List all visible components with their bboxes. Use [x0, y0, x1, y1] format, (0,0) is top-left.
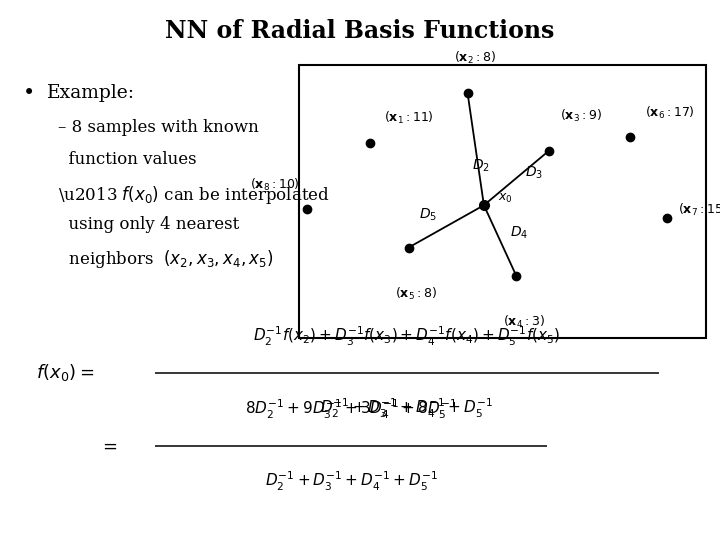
Text: $(\mathbf{x}_3{:}9)$: $(\mathbf{x}_3{:}9)$: [559, 107, 602, 124]
Text: $x_0$: $x_0$: [498, 192, 513, 205]
Text: $D_2$: $D_2$: [472, 158, 490, 174]
Text: $(\mathbf{x}_8{:}10)$: $(\mathbf{x}_8{:}10)$: [250, 177, 300, 193]
Text: $(\mathbf{x}_1{:}11)$: $(\mathbf{x}_1{:}11)$: [384, 110, 434, 126]
Text: – 8 samples with known: – 8 samples with known: [58, 119, 258, 136]
Text: using only 4 nearest: using only 4 nearest: [58, 216, 239, 233]
Text: $D_5$: $D_5$: [419, 207, 437, 223]
Text: neighbors  $(x_2, x_3, x_4, x_5)$: neighbors $(x_2, x_3, x_4, x_5)$: [58, 248, 273, 271]
Text: NN of Radial Basis Functions: NN of Radial Basis Functions: [166, 19, 554, 43]
Text: $(\mathbf{x}_7{:}15)$: $(\mathbf{x}_7{:}15)$: [678, 201, 720, 218]
Text: $(\mathbf{x}_4{:}3)$: $(\mathbf{x}_4{:}3)$: [503, 314, 544, 330]
Text: $D_4$: $D_4$: [510, 224, 528, 241]
Text: $(\mathbf{x}_5{:}8)$: $(\mathbf{x}_5{:}8)$: [395, 286, 437, 301]
Text: function values: function values: [58, 151, 197, 168]
Text: $D_3$: $D_3$: [525, 164, 543, 181]
Text: $D_2^{-1}+D_3^{-1}+D_4^{-1}+D_5^{-1}$: $D_2^{-1}+D_3^{-1}+D_4^{-1}+D_5^{-1}$: [320, 397, 493, 420]
Bar: [299, 65, 706, 338]
Text: $D_2^{-1}f(x_2)+D_3^{-1}f(x_3)+D_4^{-1}f(x_4)+D_5^{-1}f(x_5)$: $D_2^{-1}f(x_2)+D_3^{-1}f(x_3)+D_4^{-1}f…: [253, 325, 560, 348]
Text: $D_2^{-1}+D_3^{-1}+D_4^{-1}+D_5^{-1}$: $D_2^{-1}+D_3^{-1}+D_4^{-1}+D_5^{-1}$: [264, 470, 438, 493]
Text: $8D_2^{-1}+9D_3^{-1}+3D_4^{-1}+8D_5^{-1}$: $8D_2^{-1}+9D_3^{-1}+3D_4^{-1}+8D_5^{-1}…: [245, 398, 457, 421]
Text: $(\mathbf{x}_2{:}8)$: $(\mathbf{x}_2{:}8)$: [454, 50, 496, 66]
Text: $f(x_0) =$: $f(x_0) =$: [36, 362, 94, 383]
Text: Example:: Example:: [47, 84, 135, 102]
Text: \u2013 $f(x_0)$ can be interpolated: \u2013 $f(x_0)$ can be interpolated: [58, 184, 329, 206]
Text: •: •: [23, 84, 35, 103]
Text: $(\mathbf{x}_6{:}17)$: $(\mathbf{x}_6{:}17)$: [644, 105, 695, 121]
Text: $=$: $=$: [99, 436, 118, 455]
